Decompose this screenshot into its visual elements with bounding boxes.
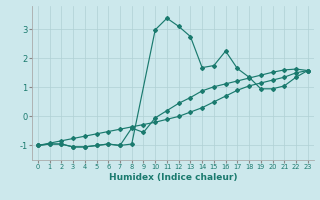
X-axis label: Humidex (Indice chaleur): Humidex (Indice chaleur) [108,173,237,182]
